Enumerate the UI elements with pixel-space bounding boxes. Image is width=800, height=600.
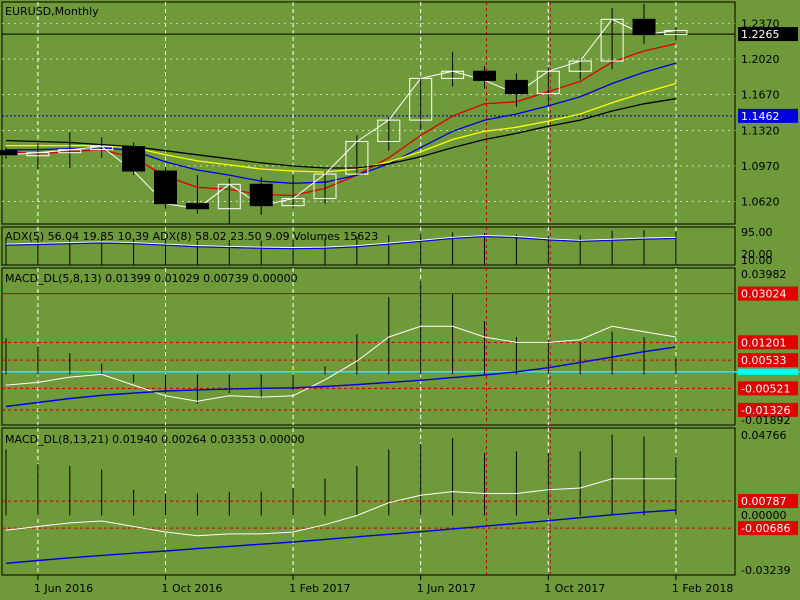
macd2-tick-label: -0.03239 xyxy=(741,564,790,577)
adx-line xyxy=(5,235,676,250)
macd1-level-label: -0.00521 xyxy=(738,381,798,396)
macd1-signal-line xyxy=(5,325,676,402)
price-tick-label: 1.1670 xyxy=(741,89,780,102)
macd1-level-label: -0.01326 xyxy=(738,402,798,417)
candle xyxy=(568,59,592,80)
x-axis-label: 1 Oct 2016 xyxy=(162,582,223,595)
adx-tick-label: 20.00 xyxy=(741,248,773,261)
candle xyxy=(122,142,146,176)
macd1-level-label: 0.03024 xyxy=(738,286,798,301)
candle xyxy=(26,142,50,170)
x-axis-label: 1 Feb 2017 xyxy=(289,582,350,595)
macd1-main-line xyxy=(5,346,677,408)
level-price-label: 1.1462 xyxy=(738,108,798,123)
moving-average-ma_red xyxy=(5,43,677,197)
current-price-label-text: 1.2265 xyxy=(741,28,780,41)
chart-title: EURUSD,Monthly xyxy=(5,5,99,18)
candle xyxy=(185,175,209,214)
macd1-level-label: 0.00533 xyxy=(738,353,798,368)
macd2-main-line xyxy=(5,509,676,564)
macd1-level-label-text: 0.03024 xyxy=(741,288,787,301)
candle xyxy=(600,8,624,70)
price-tick-label: 1.0970 xyxy=(741,160,780,173)
candle xyxy=(345,135,369,177)
macd1-title: MACD_DL(5,8,13) 0.01399 0.01029 0.00739 … xyxy=(5,272,298,285)
macd1-tick-label: 0.03982 xyxy=(741,268,787,281)
macd2-level-label: -0.00686 xyxy=(738,521,798,536)
adx-tick-label: 95.00 xyxy=(741,226,773,239)
candle xyxy=(217,178,241,224)
x-axis-label: 1 Jun 2017 xyxy=(417,582,476,595)
macd1-tick-label: -0.01892 xyxy=(741,414,790,427)
macd2-signal-line xyxy=(5,478,676,537)
candle xyxy=(536,67,560,106)
x-axis-label: 1 Feb 2018 xyxy=(672,582,733,595)
moving-average-price_line xyxy=(5,18,676,210)
panel-price xyxy=(1,1,736,225)
candle xyxy=(377,117,401,151)
macd2-level-label-text: 0.00787 xyxy=(741,495,787,508)
candle xyxy=(0,147,18,159)
candle xyxy=(281,175,305,209)
candle xyxy=(409,77,433,131)
macd2-level-label-text: -0.00686 xyxy=(741,522,790,535)
candle xyxy=(441,51,465,87)
current-price-label: 1.2265 xyxy=(738,27,798,42)
moving-average-ma_black xyxy=(5,98,677,169)
candle xyxy=(90,137,114,158)
macd1-level-label-text: 0.00533 xyxy=(741,354,787,367)
macd1-level-label: 0.01201 xyxy=(738,335,798,350)
price-tick-label: 1.1320 xyxy=(741,124,780,137)
moving-average-ma_yellow xyxy=(6,82,677,173)
candle xyxy=(473,66,496,89)
price-tick-label: 1.0620 xyxy=(741,196,780,209)
adx-title: ADX(5) 56.04 19.85 10.39 ADX(8) 58.02 23… xyxy=(5,230,378,243)
macd1-level-label-text: -0.00521 xyxy=(741,382,790,395)
macd2-level-label: 0.00787 xyxy=(738,494,798,509)
candle xyxy=(58,132,82,168)
candle xyxy=(504,73,528,107)
macd1-cyan-marker xyxy=(738,368,798,375)
macd2-tick-label: 0.04766 xyxy=(741,429,787,442)
macd2-tick-label: 0.00000 xyxy=(741,509,787,522)
panel-macd1 xyxy=(1,267,736,426)
candle xyxy=(154,166,177,209)
candle xyxy=(664,27,688,41)
adx-tick-label: 10.00 xyxy=(741,254,773,267)
candle xyxy=(249,177,273,215)
macd1-level-label-text: -0.01326 xyxy=(741,404,790,417)
moving-average-ma_blue xyxy=(6,62,677,184)
macd1-level-label-text: 0.01201 xyxy=(741,336,787,349)
macd2-title: MACD_DL(8,13,21) 0.01940 0.00264 0.03353… xyxy=(5,433,305,446)
x-axis-label: 1 Oct 2017 xyxy=(544,582,605,595)
adx-white-line xyxy=(5,234,676,248)
price-tick-label: 1.2020 xyxy=(741,53,780,66)
candle xyxy=(632,4,656,44)
x-axis-label: 1 Jun 2016 xyxy=(34,582,93,595)
candle xyxy=(313,171,337,204)
level-price-label-text: 1.1462 xyxy=(741,110,780,123)
